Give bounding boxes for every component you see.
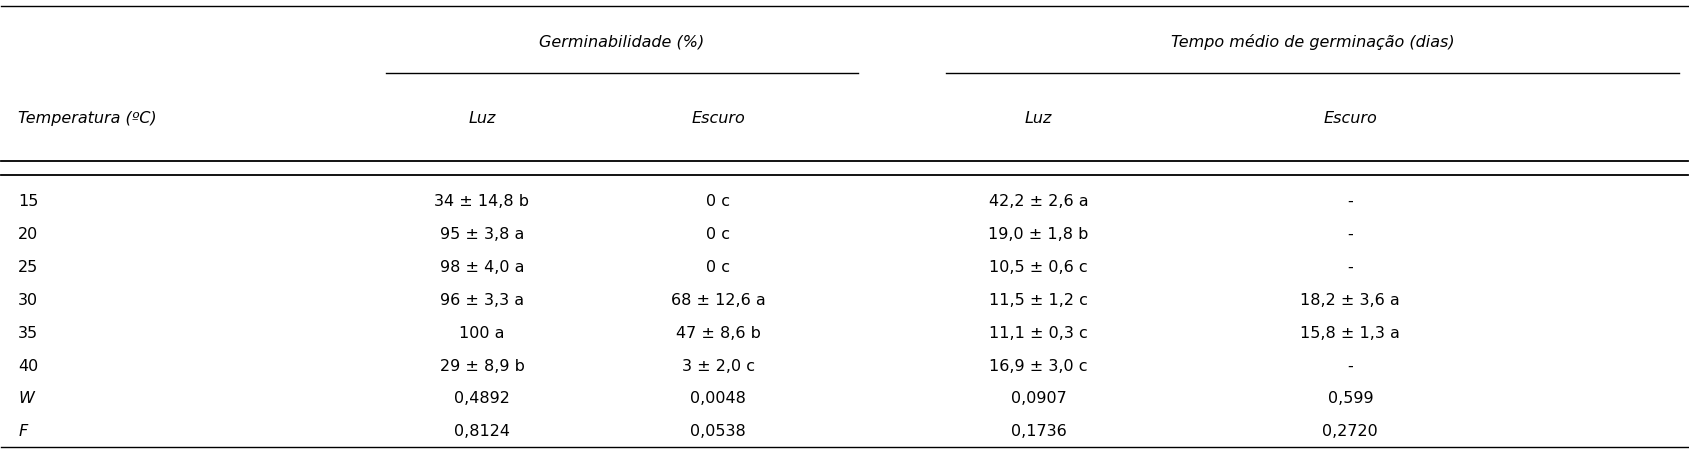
Text: -: -	[1348, 194, 1353, 209]
Text: Escuro: Escuro	[1324, 111, 1377, 126]
Text: 40: 40	[19, 359, 39, 374]
Text: Escuro: Escuro	[691, 111, 745, 126]
Text: 19,0 ± 1,8 b: 19,0 ± 1,8 b	[988, 227, 1089, 242]
Text: 0,1736: 0,1736	[1010, 424, 1066, 439]
Text: 0,4892: 0,4892	[454, 391, 510, 406]
Text: 98 ± 4,0 a: 98 ± 4,0 a	[439, 260, 524, 275]
Text: 95 ± 3,8 a: 95 ± 3,8 a	[439, 227, 524, 242]
Text: 0,0048: 0,0048	[691, 391, 747, 406]
Text: -: -	[1348, 359, 1353, 374]
Text: 0,0907: 0,0907	[1010, 391, 1066, 406]
Text: 10,5 ± 0,6 c: 10,5 ± 0,6 c	[990, 260, 1088, 275]
Text: 15: 15	[19, 194, 39, 209]
Text: Germinabilidade (%): Germinabilidade (%)	[539, 34, 704, 49]
Text: 35: 35	[19, 326, 39, 341]
Text: 0,8124: 0,8124	[454, 424, 510, 439]
Text: 25: 25	[19, 260, 39, 275]
Text: Tempo médio de germinação (dias): Tempo médio de germinação (dias)	[1170, 34, 1454, 50]
Text: 3 ± 2,0 c: 3 ± 2,0 c	[682, 359, 755, 374]
Text: 20: 20	[19, 227, 39, 242]
Text: 29 ± 8,9 b: 29 ± 8,9 b	[439, 359, 524, 374]
Text: -: -	[1348, 227, 1353, 242]
Text: 11,5 ± 1,2 c: 11,5 ± 1,2 c	[990, 293, 1088, 308]
Text: 0,0538: 0,0538	[691, 424, 747, 439]
Text: 0 c: 0 c	[706, 227, 730, 242]
Text: 34 ± 14,8 b: 34 ± 14,8 b	[434, 194, 529, 209]
Text: 18,2 ± 3,6 a: 18,2 ± 3,6 a	[1301, 293, 1400, 308]
Text: 100 a: 100 a	[459, 326, 505, 341]
Text: 68 ± 12,6 a: 68 ± 12,6 a	[671, 293, 765, 308]
Text: 11,1 ± 0,3 c: 11,1 ± 0,3 c	[990, 326, 1088, 341]
Text: -: -	[1348, 260, 1353, 275]
Text: 42,2 ± 2,6 a: 42,2 ± 2,6 a	[988, 194, 1088, 209]
Text: 15,8 ± 1,3 a: 15,8 ± 1,3 a	[1301, 326, 1400, 341]
Text: 0 c: 0 c	[706, 260, 730, 275]
Text: Luz: Luz	[1025, 111, 1052, 126]
Text: 0,599: 0,599	[1328, 391, 1373, 406]
Text: F: F	[19, 424, 27, 439]
Text: 30: 30	[19, 293, 39, 308]
Text: Luz: Luz	[468, 111, 495, 126]
Text: 47 ± 8,6 b: 47 ± 8,6 b	[676, 326, 760, 341]
Text: W: W	[19, 391, 34, 406]
Text: Temperatura (ºC): Temperatura (ºC)	[19, 111, 157, 126]
Text: 16,9 ± 3,0 c: 16,9 ± 3,0 c	[990, 359, 1088, 374]
Text: 0 c: 0 c	[706, 194, 730, 209]
Text: 0,2720: 0,2720	[1322, 424, 1378, 439]
Text: 96 ± 3,3 a: 96 ± 3,3 a	[439, 293, 524, 308]
